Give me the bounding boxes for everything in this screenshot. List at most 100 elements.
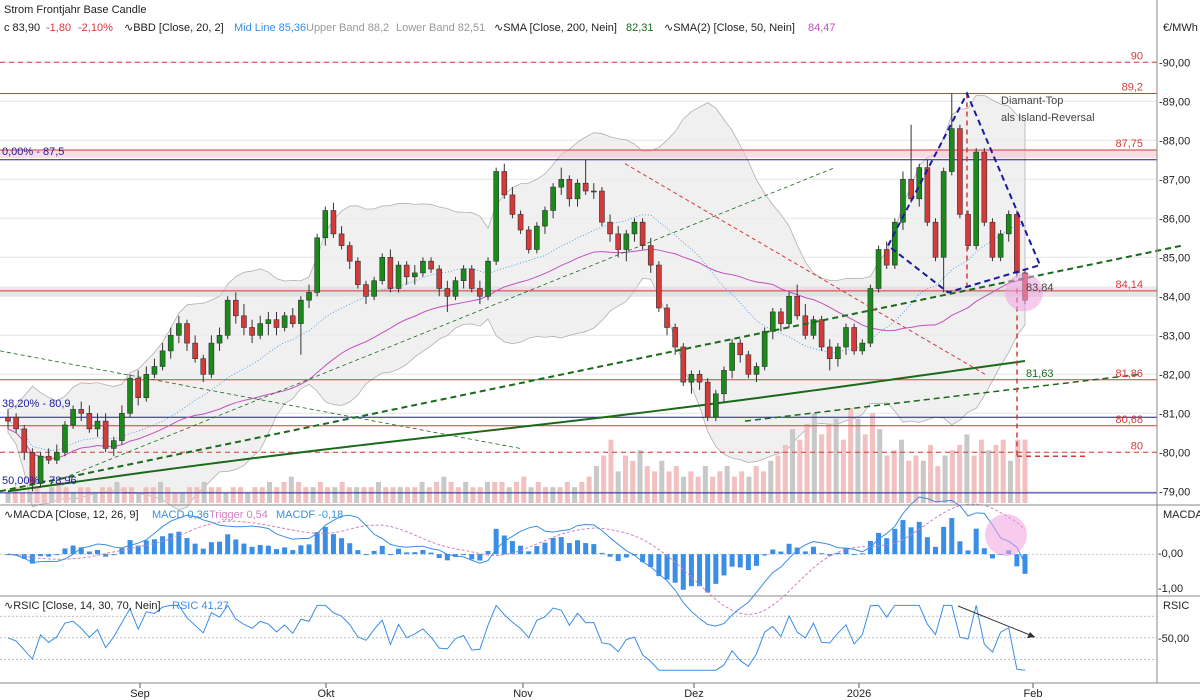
candle-body [997, 233, 1004, 258]
y-tick-label: -84,00 [1159, 291, 1190, 303]
volume-bar [150, 487, 156, 503]
candle-body [62, 424, 68, 453]
candle-body [86, 412, 93, 430]
candle-body [208, 342, 215, 375]
level-label: 81,86 [1115, 368, 1143, 380]
macd-histogram-bar [70, 545, 76, 555]
macd-histogram-bar [501, 535, 507, 555]
diamond-annotation-line1: Diamant-Top [1001, 95, 1063, 107]
macd-histogram-bar [892, 528, 898, 555]
volume-bar [390, 487, 396, 503]
macd-histogram-bar [819, 553, 825, 555]
candle-body [875, 249, 882, 289]
sma50-value: 84,47 [808, 22, 836, 34]
candle-body [78, 409, 85, 414]
volume-bar [49, 487, 55, 503]
mid-line [7, 214, 1026, 452]
candle-body [517, 214, 524, 231]
volume-bar [637, 450, 643, 503]
macd-histogram-bar [876, 532, 882, 555]
macd-histogram-bar [314, 532, 320, 555]
macd-histogram-bar [46, 554, 52, 557]
price-change-pct: -2,10% [78, 22, 113, 34]
macd-histogram-bar [705, 554, 711, 593]
candle-body [826, 346, 833, 359]
macd-histogram-bar [151, 539, 157, 555]
candle-body [835, 346, 841, 359]
volume-bar [550, 487, 556, 503]
level-label: 90 [1131, 50, 1143, 62]
volume-bar [731, 476, 737, 503]
rsi-axis-title: RSIC [1163, 600, 1189, 612]
macd-histogram-bar [94, 549, 100, 555]
candle-body [713, 393, 719, 418]
volume-bar [70, 492, 76, 503]
macd-trigger-line [7, 503, 1026, 616]
candle-body [355, 260, 361, 285]
volume-bar [688, 471, 694, 503]
volume-bar [332, 487, 338, 503]
candle-body [70, 409, 76, 426]
macd-histogram-bar [794, 547, 800, 555]
resistance-zone [0, 150, 1157, 158]
candle-body [363, 284, 369, 297]
candle-body [29, 451, 36, 484]
macd-histogram-bar [330, 534, 336, 555]
macd-histogram-bar [509, 541, 515, 555]
volume-bar [986, 450, 992, 503]
macd-histogram-bar [908, 527, 914, 555]
candle-body [525, 229, 532, 250]
candle-body [127, 377, 133, 414]
macd-line [7, 496, 1026, 627]
volume-bar [78, 487, 84, 503]
sma50-line [7, 248, 1026, 459]
volume-bar [310, 487, 316, 503]
fib-0-label: 0,00% - 87,5 [2, 146, 64, 158]
candle-body [249, 327, 255, 336]
candle-body [192, 342, 198, 360]
macd-histogram-bar [884, 538, 890, 555]
macd-histogram-bar [550, 537, 556, 555]
level-label: 89,2 [1122, 82, 1143, 94]
volume-bar [819, 434, 825, 503]
mid-line-legend: Mid Line 85,36 [234, 22, 306, 34]
candle-body [916, 167, 923, 200]
candle-body [485, 260, 491, 297]
candle-body [289, 315, 296, 324]
macd-histogram-bar [225, 534, 231, 555]
candle-body [639, 221, 646, 246]
macd-histogram-bar [347, 543, 353, 555]
candle-body [843, 327, 849, 348]
volume-bar [891, 450, 897, 503]
volume-bar [121, 487, 127, 503]
volume-bar [964, 434, 970, 503]
macd-histogram-bar [558, 537, 564, 555]
volume-bar [695, 476, 701, 503]
candle-body [786, 295, 792, 324]
volume-bar [978, 439, 984, 503]
candle-body [818, 319, 825, 348]
fib-38-label: 38,20% - 80,9 [2, 398, 71, 410]
candle-body [1005, 214, 1012, 235]
macd-histogram-bar [217, 541, 223, 555]
candle-body [940, 171, 947, 258]
volume-bar [143, 487, 149, 503]
macd-histogram-bar [339, 538, 345, 555]
macd-histogram-bar [249, 546, 255, 555]
volume-bar [666, 471, 672, 503]
candle-body [534, 225, 540, 250]
candle-body [371, 280, 377, 297]
volume-bar [237, 487, 243, 503]
target-label: 83,84 [1026, 282, 1054, 294]
volume-bar [702, 466, 708, 503]
macd-histogram-bar [485, 550, 491, 555]
candle-body [957, 128, 963, 215]
candle-body [102, 420, 109, 449]
candle-body [159, 350, 166, 367]
candle-body [346, 245, 353, 262]
macd-histogram-bar [127, 540, 133, 555]
volume-bar [288, 476, 294, 503]
y-tick-label: -90,00 [1159, 57, 1190, 69]
macd-histogram-bar [623, 554, 629, 558]
macd-histogram-bar [583, 543, 589, 555]
